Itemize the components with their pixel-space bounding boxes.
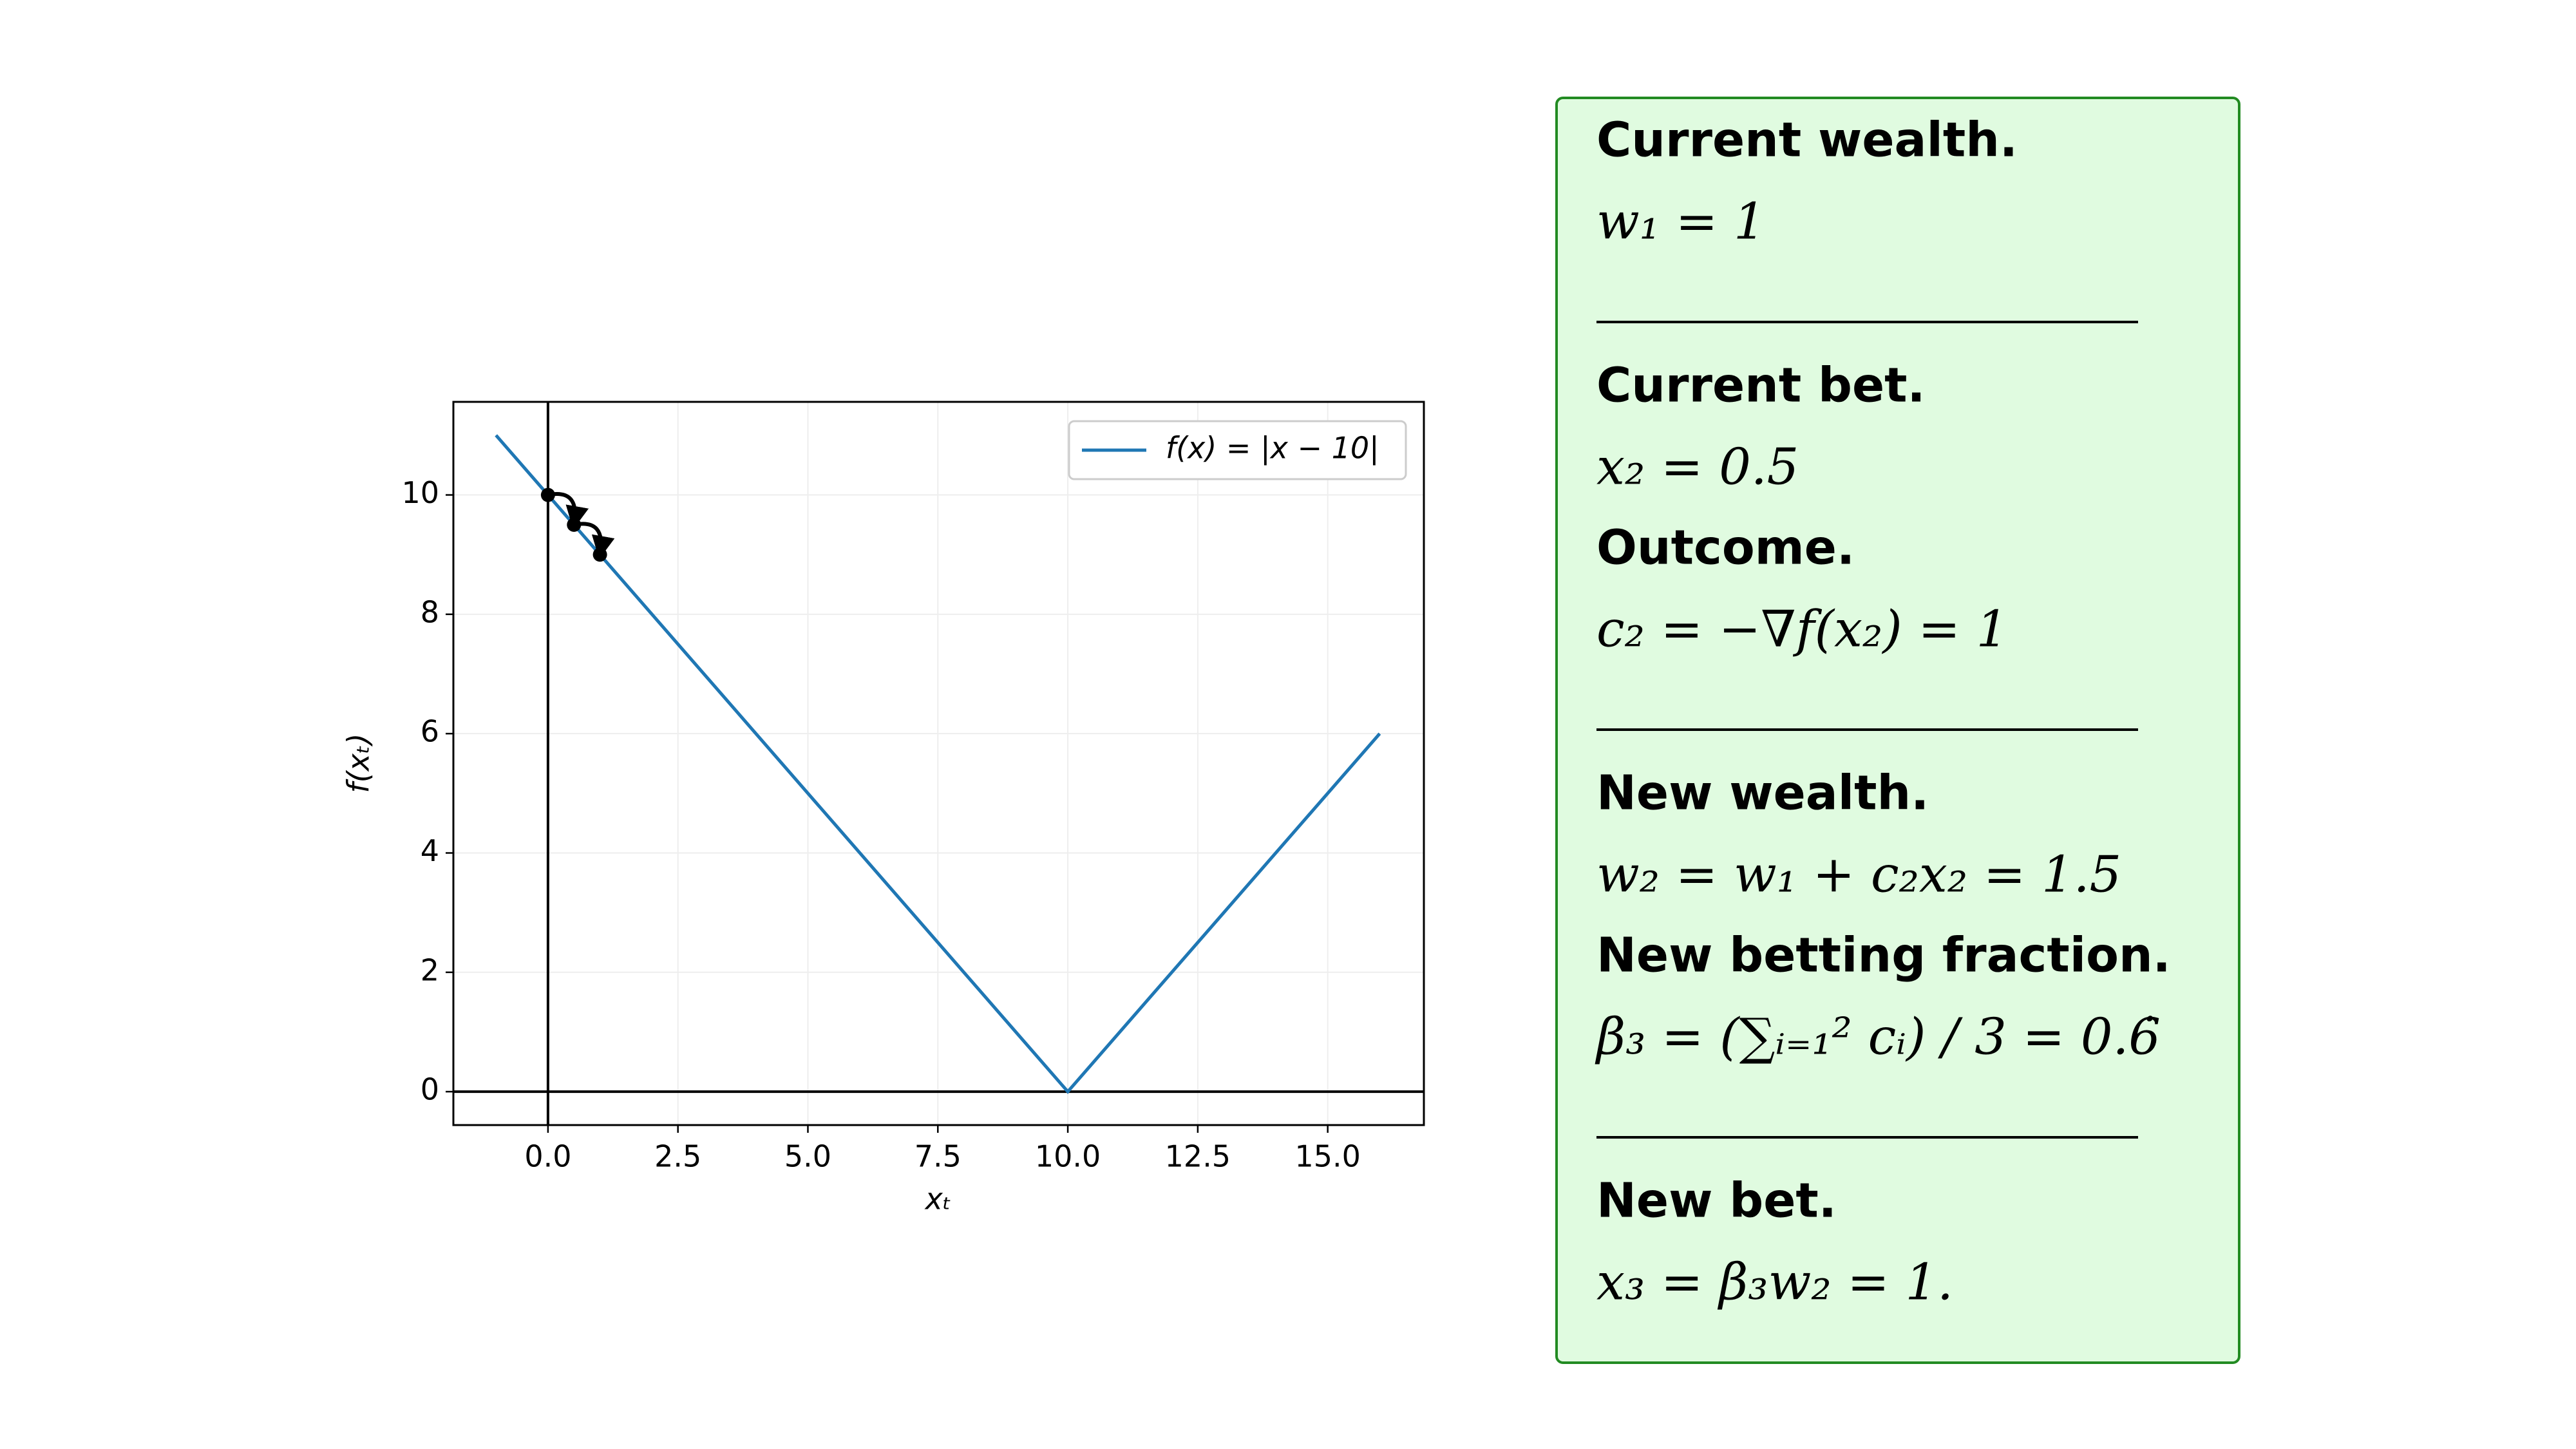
x-axis-label: xₜ xyxy=(924,1182,952,1217)
panel-heading: Current wealth. xyxy=(1596,113,2018,168)
axes-frame xyxy=(452,401,1425,1126)
x-tick-label: 10.0 xyxy=(1035,1139,1101,1174)
y-tick-label: 2 xyxy=(421,952,439,987)
panel-formula: x₃ = β₃w₂ = 1. xyxy=(1596,1254,1953,1312)
panel-heading: New betting fraction. xyxy=(1596,928,2171,983)
y-tick-label: 4 xyxy=(421,833,439,868)
point xyxy=(540,488,555,502)
legend-label: f(x) = |x − 10| xyxy=(1166,431,1379,466)
point xyxy=(592,547,607,562)
panel-formula: w₁ = 1 xyxy=(1596,193,1766,251)
panel-formula: w₂ = w₁ + c₂x₂ = 1.5 xyxy=(1596,846,2121,904)
panel-heading: New wealth. xyxy=(1596,766,1929,821)
y-tick-label: 10 xyxy=(401,475,439,510)
x-tick-label: 0.0 xyxy=(524,1139,571,1174)
y-tick-label: 0 xyxy=(421,1072,439,1107)
legend-box xyxy=(1068,420,1407,480)
x-tick-label: 12.5 xyxy=(1165,1139,1231,1174)
line xyxy=(495,434,1381,1094)
panel-formula: β₃ = (∑ᵢ₌₁² cᵢ) / 3 = 0.6̇ xyxy=(1595,1009,2161,1066)
x-tick-label: 7.5 xyxy=(914,1139,961,1174)
plot-area xyxy=(495,434,1381,1094)
panel-formula: c₂ = −∇f(x₂) = 1 xyxy=(1596,601,2008,659)
y-tick-label: 6 xyxy=(421,714,439,749)
x-tick-label: 15.0 xyxy=(1294,1139,1360,1174)
x-tick-label: 2.5 xyxy=(654,1139,701,1174)
y-tick-label: 8 xyxy=(421,594,439,629)
point xyxy=(567,517,582,532)
panel-formula: x₂ = 0.5 xyxy=(1596,439,1799,497)
x-tick-label: 5.0 xyxy=(784,1139,831,1174)
panel-heading: New bet. xyxy=(1596,1173,1837,1229)
panel-heading: Current bet. xyxy=(1596,358,1926,413)
y-axis-label: f(xₜ) xyxy=(341,734,376,793)
panel-heading: Outcome. xyxy=(1596,520,1855,576)
